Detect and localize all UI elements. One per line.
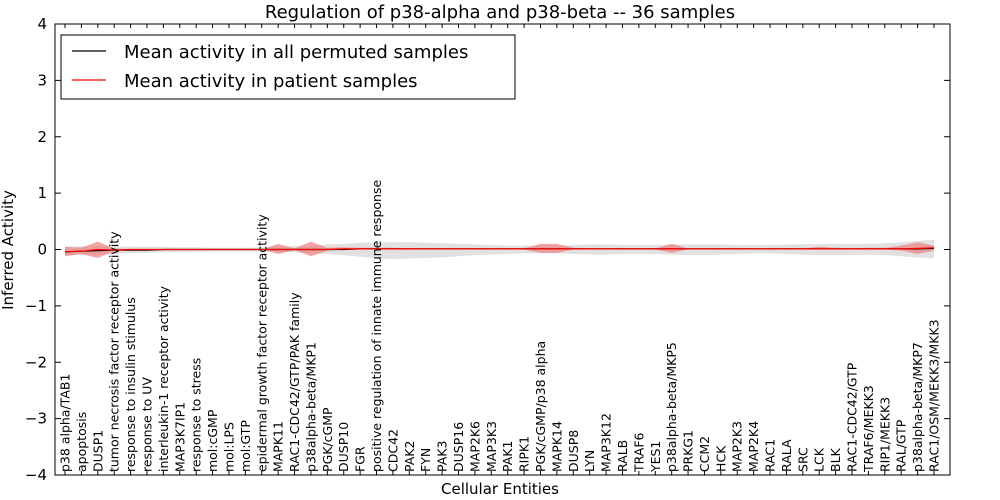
category-label: TRAF6/MEKK3 — [861, 385, 876, 473]
y-tick-label: 3 — [37, 71, 47, 89]
category-label: FGR — [353, 446, 368, 472]
category-label: epidermal growth factor receptor activit… — [254, 214, 269, 472]
category-label: mol:GTP — [238, 420, 253, 472]
chart-title: Regulation of p38-alpha and p38-beta -- … — [265, 2, 735, 23]
category-label: MAP2K6 — [467, 421, 482, 472]
category-label: DUSP10 — [336, 422, 351, 472]
y-tick-label: −3 — [25, 410, 47, 428]
category-label: apoptosis — [74, 412, 89, 472]
category-label: FYN — [418, 448, 433, 472]
y-tick-label: 4 — [37, 15, 47, 33]
y-tick-label: 2 — [37, 128, 47, 146]
y-tick-label: −4 — [25, 466, 47, 484]
category-label: response to UV — [140, 377, 155, 472]
category-label: MAP3K12 — [599, 413, 614, 472]
category-label: p38alpha-beta/MKP7 — [910, 342, 925, 472]
line-series-1 — [64, 247, 935, 253]
category-label: RALB — [615, 440, 630, 472]
category-label: RAC1/OSM/MEKK3/MKK3 — [927, 319, 942, 472]
plot-frame — [54, 23, 951, 476]
band-series-1 — [65, 241, 934, 258]
category-label: p38 alpha/TAB1 — [58, 374, 73, 472]
category-label: RAC1 — [763, 439, 778, 472]
category-label: PRKG1 — [681, 430, 696, 472]
x-axis-label: Cellular Entities — [441, 480, 559, 498]
legend-box — [60, 34, 516, 100]
category-label: CCM2 — [697, 436, 712, 472]
category-label: RAL/GTP — [894, 419, 909, 472]
category-label: BLK — [828, 447, 843, 472]
category-label: response to stress — [189, 358, 204, 472]
category-label: PGK/cGMP — [320, 407, 335, 472]
y-tick-label: −2 — [25, 353, 47, 371]
y-tick-label: 0 — [37, 241, 47, 259]
category-label: RAC1-CDC42/GTP — [845, 362, 860, 472]
legend-label-patient: Mean activity in patient samples — [124, 71, 418, 92]
category-labels: p38 alpha/TAB1 apoptosis DUSP1 tumor necros… — [58, 24, 942, 475]
category-label: LCK — [812, 447, 827, 472]
y-tick-label: −1 — [25, 297, 47, 315]
category-label: RIP1/MEKK3 — [877, 397, 892, 472]
category-label: MAP3K3 — [484, 421, 499, 472]
category-label: TRAF6 — [631, 432, 646, 473]
category-label: positive regulation of innate immune res… — [369, 180, 384, 472]
category-label: DUSP16 — [451, 422, 466, 472]
category-label: DUSP1 — [90, 430, 105, 472]
category-label: MAP2K4 — [746, 421, 761, 472]
category-label: LYN — [582, 450, 597, 472]
category-label: PAK2 — [402, 441, 417, 472]
y-tick-label: 1 — [37, 184, 47, 202]
category-label: tumor necrosis factor receptor activity — [107, 231, 122, 472]
category-label: RIPK1 — [517, 436, 532, 472]
category-label: RAC1-CDC42/GTP/PAK family — [287, 292, 302, 472]
category-label: MAP2K3 — [730, 421, 745, 472]
category-label: PAK3 — [435, 441, 450, 472]
category-label: p38alpha-beta/MKP1 — [303, 342, 318, 472]
legend-label-permuted: Mean activity in all permuted samples — [124, 42, 468, 63]
category-label: CDC42 — [385, 429, 400, 472]
category-label: HCK — [713, 445, 728, 472]
category-label: p38alpha-beta/MKP5 — [664, 342, 679, 472]
category-label: DUSP8 — [566, 430, 581, 472]
series-lines — [64, 247, 935, 253]
category-label: MAP3K7IP1 — [172, 402, 187, 472]
category-label: interleukin-1 receptor activity — [156, 285, 171, 472]
category-label: YES1 — [648, 441, 663, 473]
category-label: RALA — [779, 439, 794, 472]
category-label: MAPK11 — [271, 421, 286, 472]
category-label: SRC — [795, 447, 810, 472]
category-label: mol:cGMP — [205, 409, 220, 472]
legend: Mean activity in all permuted samples Me… — [60, 34, 516, 100]
category-label: mol:LPS — [222, 422, 237, 472]
category-label: PGK/cGMP/p38 alpha — [533, 341, 548, 472]
category-label: PAK1 — [500, 441, 515, 472]
y-ticks: −4 −3 −2 −1 0 1 2 3 4 — [25, 15, 950, 484]
category-label: response to insulin stimulus — [123, 297, 138, 472]
category-label: MAPK14 — [549, 421, 564, 472]
y-axis-label: Inferred Activity — [0, 190, 17, 310]
